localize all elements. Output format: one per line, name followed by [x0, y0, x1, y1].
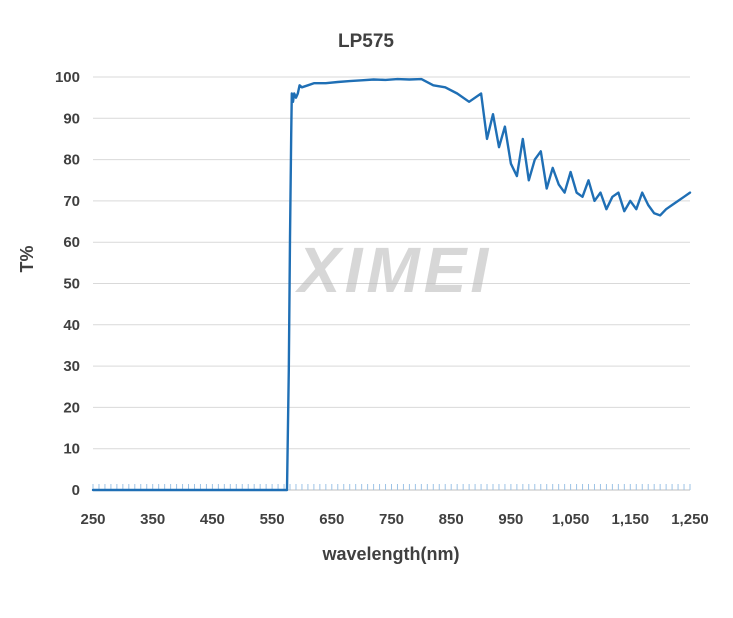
x-tick-label: 650	[319, 511, 344, 528]
y-tick-label: 60	[63, 234, 80, 251]
y-tick-label: 90	[63, 110, 80, 127]
y-axis-label: T%	[17, 246, 37, 273]
y-tick-label: 10	[63, 441, 80, 458]
x-tick-label: 450	[200, 511, 225, 528]
y-tick-label: 100	[55, 69, 80, 86]
x-tick-label: 1,250	[671, 511, 709, 528]
y-tick-labels: 0 10 20 30 40 50 60 70 80 90 100	[55, 69, 80, 499]
y-tick-label: 30	[63, 358, 80, 375]
y-tick-label: 20	[63, 399, 80, 416]
series-layer	[91, 77, 692, 492]
x-tick-label: 1,050	[552, 511, 590, 528]
x-axis-label: wavelength(nm)	[321, 544, 459, 564]
x-tick-label: 950	[498, 511, 523, 528]
y-tick-label: 50	[63, 276, 80, 293]
y-tick-label: 40	[63, 317, 80, 334]
x-tick-label: 1,150	[612, 511, 650, 528]
series-line-1	[91, 77, 692, 492]
x-tick-labels: 250 350 450 550 650 750 850 950 1,050 1,150 1,250	[80, 511, 708, 528]
x-tick-label: 750	[379, 511, 404, 528]
x-tick-label: 550	[260, 511, 285, 528]
x-tick-label: 850	[439, 511, 464, 528]
watermark-logo: XIMEI	[295, 234, 492, 306]
y-tick-label: 80	[63, 152, 80, 169]
x-tick-label: 250	[80, 511, 105, 528]
y-tick-label: 0	[72, 482, 80, 499]
x-tick-label: 350	[140, 511, 165, 528]
chart-title: LP575	[338, 31, 394, 52]
y-tick-label: 70	[63, 193, 80, 210]
